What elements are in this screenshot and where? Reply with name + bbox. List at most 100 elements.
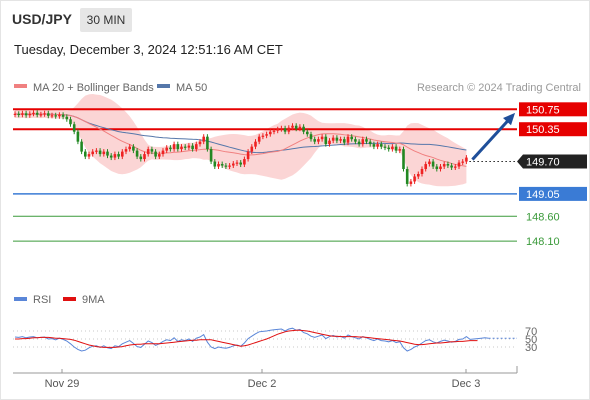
resistance-label-1-box <box>519 102 587 117</box>
candle-body <box>250 146 254 152</box>
candle-body <box>309 134 313 140</box>
candle-body <box>198 141 202 145</box>
candle-body <box>17 113 20 115</box>
candle-body <box>435 166 439 170</box>
candle-body <box>261 135 265 137</box>
candle-body <box>106 151 109 156</box>
candle-body <box>280 128 283 130</box>
candle-body <box>461 161 464 163</box>
candle-body <box>139 156 143 160</box>
candle-body <box>69 119 72 125</box>
candle-body <box>76 131 80 142</box>
candle-body <box>265 134 268 136</box>
candle-body <box>154 151 157 157</box>
candle-body <box>424 164 427 170</box>
symbol-label: USD/JPY <box>12 11 72 27</box>
candle-body <box>420 169 424 174</box>
candle-body <box>313 139 316 142</box>
candle-body <box>176 144 180 150</box>
rsi-legend-label: RSI <box>33 294 51 306</box>
support-label-1: 149.05 <box>526 189 560 201</box>
candle-body <box>439 166 442 170</box>
candle-body <box>465 157 468 162</box>
candle-body <box>187 145 191 148</box>
rsi-ma-legend-swatch <box>63 297 76 301</box>
candles-group <box>13 110 468 187</box>
candle-body <box>84 151 87 157</box>
candle-body <box>128 146 131 150</box>
target-label-1: 148.60 <box>526 211 560 223</box>
candle-body <box>206 136 209 150</box>
candle-body <box>165 147 168 151</box>
candle-body <box>169 147 172 150</box>
candle-body <box>50 115 54 117</box>
candle-body <box>72 124 76 132</box>
candle-body <box>457 162 461 167</box>
resistance-label-2: 150.35 <box>526 124 560 136</box>
x-tick-label: Nov 29 <box>45 378 80 390</box>
candle-body <box>35 112 39 115</box>
candle-body <box>380 144 383 147</box>
candle-body <box>283 128 287 132</box>
candle-body <box>405 169 409 184</box>
candle-body <box>146 149 150 155</box>
candle-body <box>217 164 220 167</box>
candle-body <box>209 149 213 162</box>
candle-body <box>161 150 165 155</box>
candle-body <box>428 161 431 165</box>
candle-body <box>150 149 154 152</box>
candle-body <box>450 165 453 168</box>
current-price-label-box <box>517 154 587 169</box>
candle-body <box>232 163 235 166</box>
candle-body <box>368 141 372 145</box>
candle-body <box>354 139 357 142</box>
candle-body <box>287 127 291 132</box>
x-tick-label: Dec 2 <box>248 378 277 390</box>
candle-body <box>191 145 194 150</box>
candle-body <box>376 144 379 147</box>
candle-body <box>394 146 398 151</box>
candle-body <box>361 139 365 145</box>
candle-body <box>257 136 261 142</box>
candle-body <box>213 161 217 167</box>
candle-body <box>413 176 416 182</box>
candle-body <box>117 154 120 157</box>
candle-body <box>306 131 309 135</box>
candle-body <box>61 114 65 117</box>
timeframe-button[interactable]: 30 MIN <box>80 8 132 32</box>
candle-body <box>172 144 176 150</box>
support-label-1-box <box>519 186 587 201</box>
candle-body <box>343 139 346 143</box>
ma20-legend-swatch <box>14 84 27 88</box>
datetime-label: Tuesday, December 3, 2024 12:51:16 AM CE… <box>14 42 283 57</box>
candle-body <box>446 164 450 166</box>
candle-body <box>43 113 46 115</box>
candle-body <box>91 151 94 155</box>
resistance-label-2-box <box>519 122 587 137</box>
credit-label: Research © 2024 Trading Central <box>417 82 581 94</box>
candle-body <box>365 139 368 142</box>
candle-body <box>391 146 394 150</box>
candle-body <box>269 131 272 135</box>
candle-body <box>346 136 350 143</box>
candle-body <box>302 126 305 132</box>
candle-body <box>124 149 128 152</box>
candle-body <box>235 162 239 164</box>
candle-body <box>402 149 405 170</box>
target-label-2: 148.10 <box>526 236 560 248</box>
rsi-tick-label: 70 <box>525 326 537 338</box>
candle-body <box>254 141 257 147</box>
candle-body <box>239 162 242 165</box>
candle-body <box>121 151 124 157</box>
current-price-label: 149.70 <box>526 157 560 169</box>
candle-body <box>320 136 324 140</box>
candle-body <box>95 150 98 152</box>
candle-body <box>58 114 61 117</box>
candle-body <box>39 114 43 116</box>
candle-body <box>180 146 183 150</box>
x-tick-label: Dec 3 <box>452 378 481 390</box>
candle-body <box>220 164 224 166</box>
candle-body <box>431 161 435 167</box>
